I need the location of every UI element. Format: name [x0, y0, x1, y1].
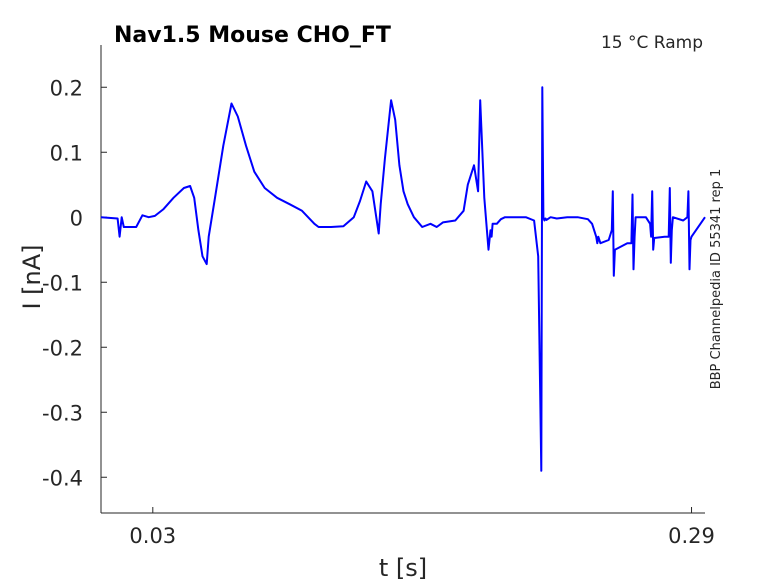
y-tick-label: 0.2: [50, 76, 83, 100]
axis-ticks: [101, 86, 693, 513]
y-tick-label: 0: [70, 206, 83, 230]
y-tick-label: -0.1: [42, 271, 83, 295]
y-tick-label: -0.4: [42, 466, 83, 490]
y-axis-label: I [nA]: [18, 244, 46, 309]
y-tick-labels: 0.2 0.1 0 -0.1 -0.2 -0.3 -0.4: [42, 76, 83, 490]
chart-title: Nav1.5 Mouse CHO_FT: [114, 23, 391, 48]
chart-subtitle: 15 °C Ramp: [601, 33, 703, 53]
x-tick-labels: 0.03 0.29: [129, 524, 714, 548]
x-tick-label: 0.03: [129, 524, 176, 548]
y-tick-label: -0.2: [42, 336, 83, 360]
y-tick-label: -0.3: [42, 401, 83, 425]
x-tick-label: 0.29: [668, 524, 715, 548]
series-group: [100, 86, 706, 472]
y-tick-label: 0.1: [50, 141, 83, 165]
source-label: BBP Channelpedia ID 55341 rep 1: [709, 169, 724, 390]
current-trace-line: [100, 86, 706, 472]
x-axis-label: t [s]: [379, 554, 427, 582]
